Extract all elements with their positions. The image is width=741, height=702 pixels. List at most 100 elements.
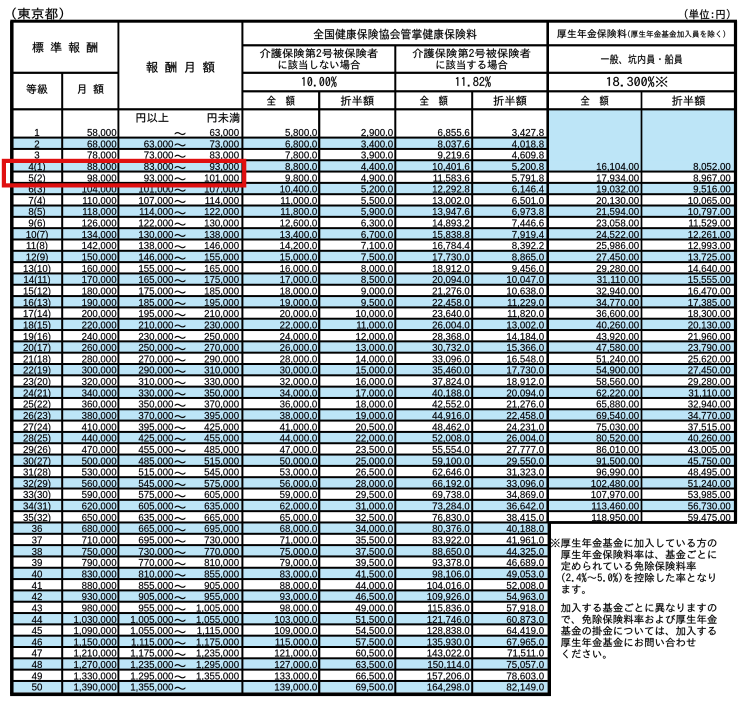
svg-text:88,000: 88,000 [87,162,117,173]
svg-text:80,520.00: 80,520.00 [596,434,640,445]
svg-text:96,990.00: 96,990.00 [596,468,640,479]
svg-text:22,000.0: 22,000.0 [280,320,318,331]
svg-text:20,000.0: 20,000.0 [280,309,318,320]
svg-text:46,500.0: 46,500.0 [355,592,393,603]
svg-text:930,000: 930,000 [82,592,118,603]
svg-text:29,550.0: 29,550.0 [506,456,544,467]
svg-text:20,130.00: 20,130.00 [688,320,732,331]
svg-text:31(28): 31(28) [23,468,51,479]
svg-text:6,146.4: 6,146.4 [512,185,545,196]
svg-text:37,824.0: 37,824.0 [432,377,470,388]
svg-text:155,000: 155,000 [204,253,240,264]
svg-text:75,057.0: 75,057.0 [506,660,544,671]
svg-text:83,000: 83,000 [209,151,239,162]
svg-text:78,000: 78,000 [87,151,117,162]
svg-text:260,000: 260,000 [82,343,118,354]
svg-text:38,415.0: 38,415.0 [506,513,544,524]
svg-text:1,330,000: 1,330,000 [73,671,117,682]
svg-text:5,200.8: 5,200.8 [512,162,544,173]
svg-text:48,462.0: 48,462.0 [432,422,470,433]
svg-text:575,000: 575,000 [138,490,174,501]
svg-text:23,058.00: 23,058.00 [596,219,640,230]
svg-text:575,000: 575,000 [204,479,240,490]
svg-text:38: 38 [32,547,43,558]
svg-text:47,000.0: 47,000.0 [280,445,318,456]
svg-text:82,149.0: 82,149.0 [506,683,544,694]
svg-text:14(11): 14(11) [23,275,50,286]
svg-text:605,000: 605,000 [204,490,240,501]
svg-text:18,300.00: 18,300.00 [688,309,732,320]
svg-text:67,965.0: 67,965.0 [506,637,544,648]
svg-text:28,000.0: 28,000.0 [280,354,318,365]
svg-text:54,900.00: 54,900.00 [596,366,640,377]
svg-text:905,000: 905,000 [204,581,240,592]
svg-text:157,206.0: 157,206.0 [427,671,471,682]
svg-text:810,000: 810,000 [204,558,240,569]
svg-text:22,458.0: 22,458.0 [506,411,544,422]
svg-text:27,450.00: 27,450.00 [596,253,640,264]
svg-text:515,000: 515,000 [138,468,174,479]
svg-text:130,000: 130,000 [204,219,240,230]
svg-text:26,500.0: 26,500.0 [355,468,393,479]
svg-text:500,000: 500,000 [82,456,118,467]
svg-text:21,960.00: 21,960.00 [688,332,732,343]
svg-text:101,000: 101,000 [138,185,174,196]
svg-text:107,000: 107,000 [138,196,174,207]
svg-text:115,836.0: 115,836.0 [427,603,470,614]
svg-text:114,000: 114,000 [205,196,240,207]
svg-text:5,200.0: 5,200.0 [361,185,394,196]
svg-text:66,500.0: 66,500.0 [355,671,393,682]
svg-text:53,985.00: 53,985.00 [688,490,732,501]
svg-text:1,235,000: 1,235,000 [130,660,174,671]
svg-text:6,501.0: 6,501.0 [512,196,545,207]
svg-text:25,000.0: 25,000.0 [355,456,393,467]
svg-text:69,540.00: 69,540.00 [596,411,640,422]
svg-text:455,000: 455,000 [138,445,174,456]
svg-text:86,010.00: 86,010.00 [596,445,640,456]
svg-text:12,000.0: 12,000.0 [355,332,393,343]
svg-text:23,790.00: 23,790.00 [688,343,732,354]
svg-text:2,900.0: 2,900.0 [361,128,394,139]
svg-text:750,000: 750,000 [82,547,118,558]
svg-text:10,047.0: 10,047.0 [506,275,544,286]
svg-text:93,000.0: 93,000.0 [280,592,318,603]
svg-text:32,940.00: 32,940.00 [596,286,640,297]
svg-text:31,323.0: 31,323.0 [506,468,544,479]
svg-text:98,000.0: 98,000.0 [280,603,318,614]
svg-text:34,869.0: 34,869.0 [506,490,544,501]
svg-text:59,100.0: 59,100.0 [432,456,470,467]
svg-text:165,000: 165,000 [204,264,240,275]
svg-text:11,800.0: 11,800.0 [280,207,318,218]
svg-text:34,770.00: 34,770.00 [596,298,640,309]
svg-text:133,000.0: 133,000.0 [274,671,318,682]
svg-text:1,115,000: 1,115,000 [197,626,240,637]
svg-text:24,231.0: 24,231.0 [506,422,544,433]
svg-text:545,000: 545,000 [138,479,174,490]
svg-text:32,000.0: 32,000.0 [280,377,318,388]
svg-text:980,000: 980,000 [82,603,118,614]
svg-text:12,993.00: 12,993.00 [688,241,732,252]
svg-text:83,922.0: 83,922.0 [432,536,470,547]
svg-text:195,000: 195,000 [204,298,240,309]
svg-text:121,746.0: 121,746.0 [427,615,471,626]
svg-text:126,000: 126,000 [82,219,118,230]
svg-text:230,000: 230,000 [138,332,174,343]
svg-text:1,390,000: 1,390,000 [73,683,117,694]
svg-text:665,000: 665,000 [138,524,174,535]
svg-text:16,104.00: 16,104.00 [596,162,640,173]
svg-text:7(4): 7(4) [28,196,45,207]
svg-text:15(12): 15(12) [23,286,51,297]
svg-text:42: 42 [32,592,43,603]
svg-text:138,000: 138,000 [204,230,240,241]
svg-text:3,400.0: 3,400.0 [361,139,394,150]
svg-text:470,000: 470,000 [82,445,118,456]
svg-text:6,973.8: 6,973.8 [512,207,544,218]
svg-text:21(18): 21(18) [23,354,51,365]
svg-text:210,000: 210,000 [138,320,174,331]
svg-text:20,094.0: 20,094.0 [432,275,470,286]
svg-text:155,000: 155,000 [138,264,174,275]
svg-text:290,000: 290,000 [138,366,174,377]
svg-text:40,188.0: 40,188.0 [432,388,470,399]
svg-text:41,500.0: 41,500.0 [355,569,393,580]
svg-text:1,295,000: 1,295,000 [196,660,240,671]
